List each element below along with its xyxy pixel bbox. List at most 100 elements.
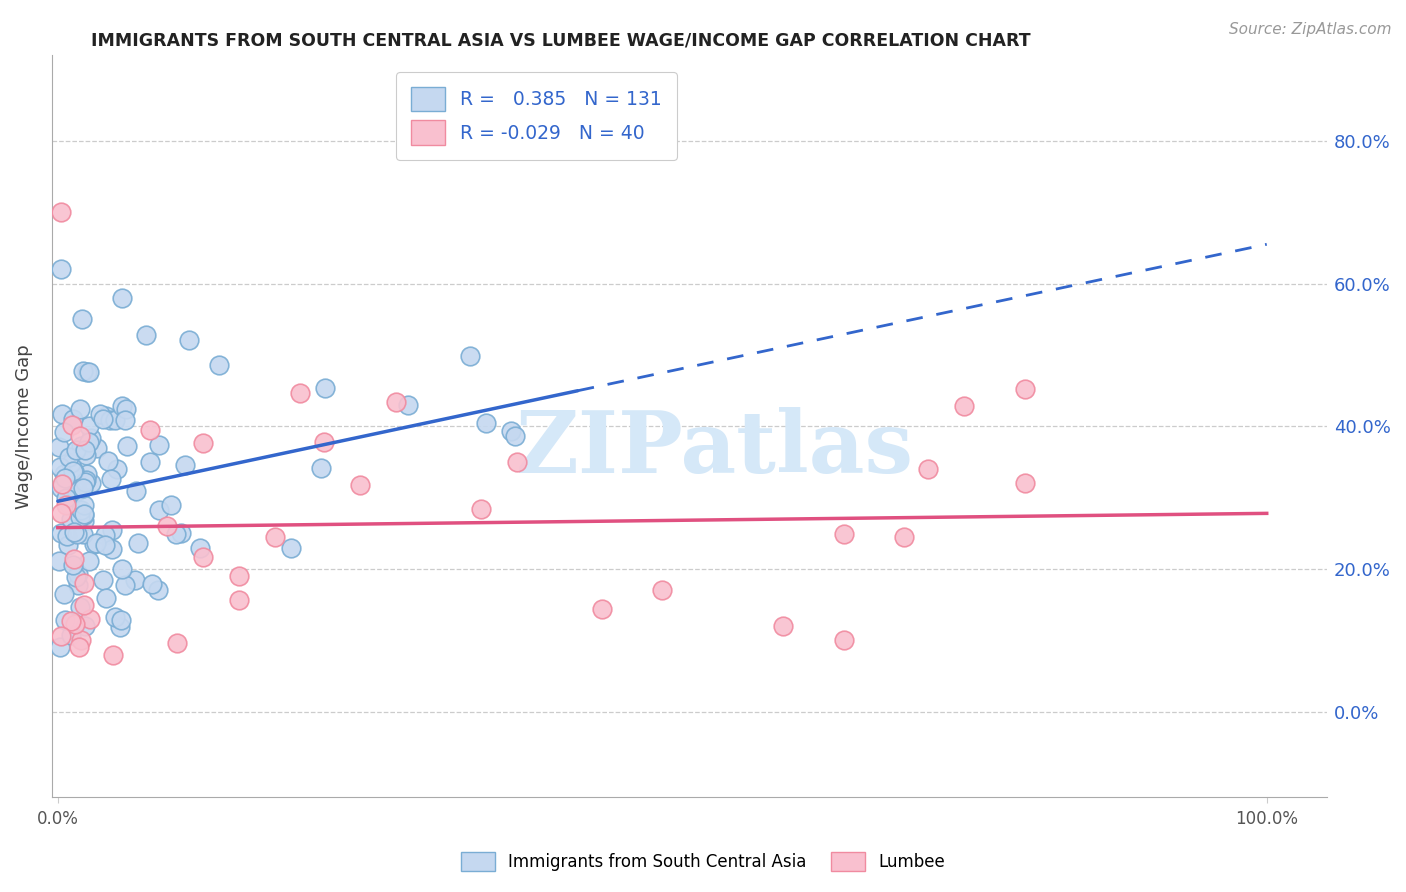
Point [86, 441, 108, 455]
Point [73, 515, 96, 529]
Point [60, 490, 83, 504]
Point [77, 435, 100, 450]
Point [66, 526, 89, 541]
Point [65, 442, 87, 457]
Point [62, 411, 84, 425]
Point [91, 412, 114, 426]
Legend: Immigrants from South Central Asia, Lumbee: Immigrants from South Central Asia, Lumb… [453, 843, 953, 880]
Point [84, 536, 107, 550]
Point [62, 463, 84, 477]
Point [66, 483, 89, 498]
Point [148, 503, 170, 517]
Point [49, 506, 72, 520]
Point [188, 541, 211, 555]
Point [72, 481, 94, 495]
Point [105, 461, 128, 475]
Point [110, 400, 132, 414]
Point [135, 328, 157, 343]
Point [124, 574, 146, 588]
Point [228, 569, 250, 583]
Point [60, 512, 83, 526]
Point [91, 574, 114, 588]
Point [70, 503, 93, 517]
Point [48, 554, 70, 568]
Point [63, 524, 86, 539]
Point [173, 458, 195, 472]
Point [51, 476, 73, 491]
Point [49, 481, 72, 495]
Point [893, 531, 915, 545]
Point [73, 598, 96, 612]
Point [63, 552, 86, 566]
Point [73, 507, 96, 521]
Point [311, 460, 333, 475]
Point [73, 498, 96, 512]
Point [108, 620, 131, 634]
Point [73, 576, 96, 591]
Point [155, 519, 177, 533]
Point [56, 529, 79, 543]
Point [111, 562, 134, 576]
Point [114, 577, 136, 591]
Point [49, 459, 72, 474]
Point [349, 478, 371, 492]
Point [73, 508, 96, 523]
Point [1014, 476, 1036, 491]
Point [67, 578, 90, 592]
Point [501, 424, 523, 438]
Point [51, 629, 73, 643]
Point [51, 205, 73, 219]
Point [127, 535, 149, 549]
Point [169, 526, 191, 541]
Y-axis label: Wage/Income Gap: Wage/Income Gap [15, 344, 32, 508]
Point [396, 398, 419, 412]
Point [101, 648, 124, 662]
Point [75, 448, 97, 462]
Point [76, 365, 98, 379]
Point [56, 538, 79, 552]
Point [75, 619, 97, 633]
Point [191, 550, 214, 565]
Point [70, 633, 93, 648]
Point [76, 467, 98, 481]
Point [75, 442, 97, 457]
Point [101, 524, 124, 538]
Point [75, 473, 97, 487]
Point [69, 509, 91, 524]
Text: IMMIGRANTS FROM SOUTH CENTRAL ASIA VS LUMBEE WAGE/INCOME GAP CORRELATION CHART: IMMIGRANTS FROM SOUTH CENTRAL ASIA VS LU… [91, 31, 1031, 49]
Point [139, 455, 162, 469]
Point [93, 528, 115, 542]
Point [69, 429, 91, 443]
Point [70, 312, 93, 326]
Text: ZIPatlas: ZIPatlas [516, 407, 914, 491]
Point [111, 291, 134, 305]
Point [79, 476, 101, 491]
Point [69, 600, 91, 615]
Point [77, 365, 100, 379]
Point [104, 413, 127, 427]
Point [94, 409, 117, 423]
Point [52, 467, 75, 481]
Point [100, 472, 122, 486]
Point [60, 417, 83, 432]
Point [475, 416, 498, 430]
Point [506, 455, 529, 469]
Point [69, 402, 91, 417]
Point [110, 613, 132, 627]
Point [166, 635, 188, 649]
Point [60, 614, 83, 628]
Point [125, 484, 148, 499]
Point [114, 413, 136, 427]
Point [53, 587, 76, 601]
Point [83, 537, 105, 551]
Point [312, 434, 335, 449]
Point [58, 450, 80, 465]
Point [65, 570, 87, 584]
Point [53, 613, 76, 627]
Point [832, 527, 855, 541]
Point [70, 440, 93, 454]
Point [179, 334, 201, 348]
Point [72, 364, 94, 378]
Point [60, 456, 83, 470]
Point [63, 616, 86, 631]
